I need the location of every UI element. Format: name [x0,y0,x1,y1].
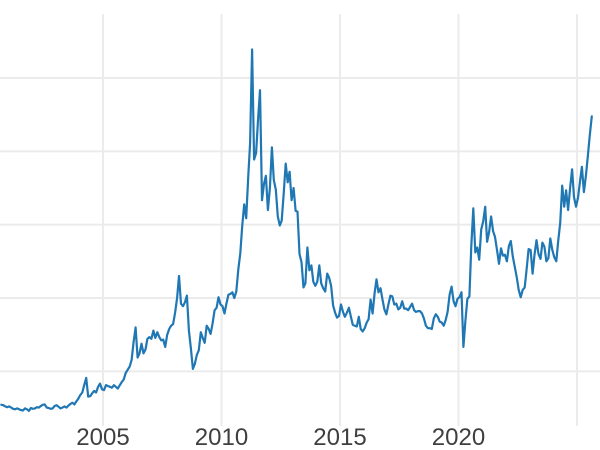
x-tick-label-1: 2010 [194,424,249,450]
x-tick-label-3: 2020 [431,424,486,450]
price-line-series [0,48,593,412]
x-tick-label-2: 2015 [313,424,367,450]
x-tick-label-0: 2005 [76,424,130,450]
gridlines [0,14,600,426]
series-polyline [0,48,593,412]
